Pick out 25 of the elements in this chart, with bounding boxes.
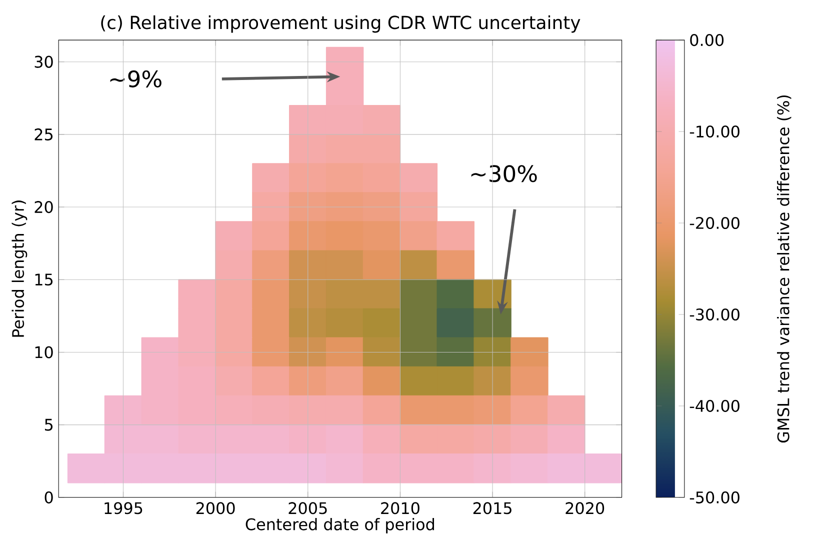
x-axis-title: Centered date of period — [246, 518, 434, 534]
color-bar-label: -40.00 — [690, 400, 740, 412]
color-bar-label: -20.00 — [690, 217, 740, 230]
x-tick-label: 2010 — [381, 502, 420, 514]
x-tick-label: 1995 — [104, 502, 142, 514]
y-tick-label: 15 — [35, 274, 53, 286]
x-tick-label: 2015 — [473, 502, 512, 514]
annotation: ~30% — [471, 165, 537, 182]
color-bar-title: GMSL trend variance relative difference (%) — [777, 95, 792, 443]
y-tick-label: 30 — [34, 56, 53, 68]
annotation: ~9% — [110, 70, 162, 88]
color-bar-label: 0.00 — [690, 34, 724, 46]
y-axis-title: Period length (yr) — [12, 200, 28, 337]
y-tick-label: 0 — [44, 491, 53, 504]
y-tick-label: 25 — [34, 128, 53, 141]
y-tick-label: 5 — [44, 418, 53, 431]
x-tick-label: 2020 — [566, 502, 604, 514]
color-bar-label: -30.00 — [690, 308, 740, 321]
color-bar-label: -10.00 — [690, 126, 740, 138]
chart-title: (c) Relative improvement using CDR WTC uncertainty — [101, 15, 580, 33]
x-tick-label: 2005 — [288, 502, 327, 514]
y-tick-label: 10 — [35, 346, 53, 358]
x-tick-label: 2000 — [196, 502, 235, 514]
y-tick-label: 20 — [34, 201, 53, 214]
color-bar-label: -50.00 — [690, 491, 740, 504]
